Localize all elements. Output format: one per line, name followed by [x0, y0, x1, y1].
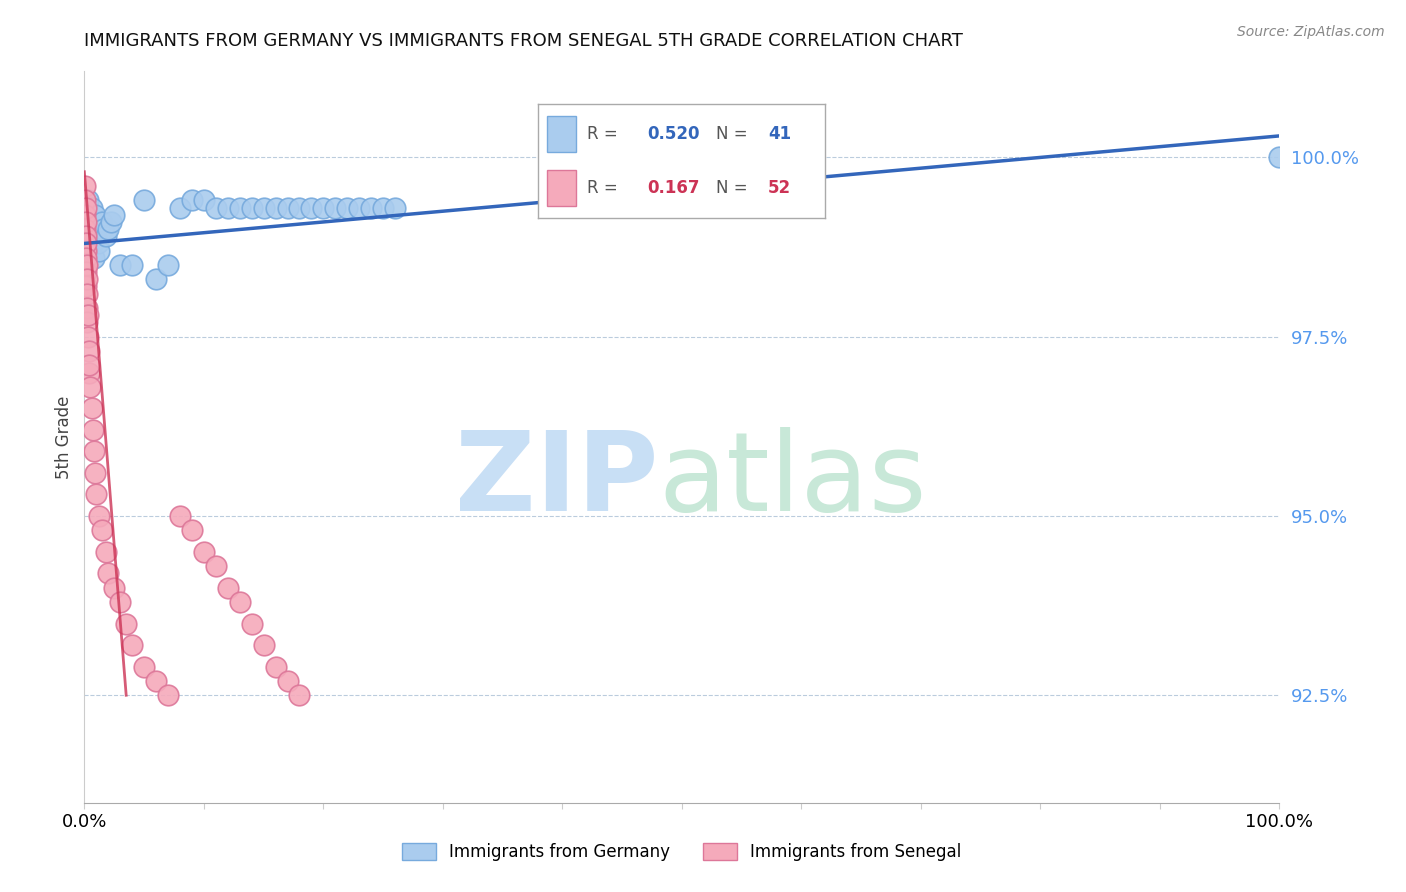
Text: IMMIGRANTS FROM GERMANY VS IMMIGRANTS FROM SENEGAL 5TH GRADE CORRELATION CHART: IMMIGRANTS FROM GERMANY VS IMMIGRANTS FR…	[84, 32, 963, 50]
Point	[384, 201, 406, 215]
Point	[205, 201, 228, 215]
Point	[325, 201, 347, 215]
Point	[110, 595, 132, 609]
Point	[86, 229, 108, 244]
Point	[97, 222, 120, 236]
Point	[76, 315, 98, 329]
Point	[132, 659, 156, 673]
Point	[288, 688, 311, 702]
Point	[77, 366, 100, 380]
Point	[217, 201, 239, 215]
Point	[73, 208, 96, 222]
Point	[103, 581, 125, 595]
Point	[75, 201, 97, 215]
Point	[277, 201, 299, 215]
Point	[145, 272, 167, 286]
Point	[121, 638, 143, 652]
Point	[121, 258, 143, 272]
Point	[193, 194, 215, 208]
Point	[75, 265, 97, 279]
Point	[193, 545, 215, 559]
Point	[229, 201, 252, 215]
Point	[77, 308, 100, 322]
Point	[83, 444, 105, 458]
Point	[1268, 150, 1291, 164]
Point	[77, 359, 100, 373]
Point	[253, 638, 276, 652]
Point	[79, 215, 101, 229]
Point	[94, 229, 117, 244]
Point	[75, 258, 97, 272]
Point	[110, 258, 132, 272]
Point	[77, 194, 100, 208]
Point	[76, 286, 98, 301]
Point	[77, 329, 100, 343]
Point	[82, 236, 104, 251]
Point	[132, 194, 156, 208]
Point	[169, 508, 191, 523]
Point	[312, 201, 335, 215]
Point	[373, 201, 395, 215]
Point	[181, 194, 204, 208]
Point	[73, 179, 96, 194]
Point	[336, 201, 359, 215]
Point	[103, 208, 125, 222]
Point	[75, 229, 97, 244]
Point	[264, 659, 287, 673]
Point	[264, 201, 287, 215]
Point	[229, 595, 252, 609]
Text: atlas: atlas	[658, 427, 927, 534]
Point	[75, 215, 97, 229]
Point	[790, 150, 813, 164]
Point	[97, 566, 120, 581]
Point	[91, 215, 114, 229]
Point	[349, 201, 371, 215]
Text: ZIP: ZIP	[454, 427, 658, 534]
Point	[181, 524, 204, 538]
Point	[76, 301, 98, 315]
Point	[75, 236, 97, 251]
Point	[84, 208, 107, 222]
Point	[157, 258, 180, 272]
Point	[82, 423, 104, 437]
Point	[240, 201, 263, 215]
Point	[84, 466, 107, 480]
Point	[75, 244, 97, 258]
Point	[94, 545, 117, 559]
Point	[73, 194, 96, 208]
Point	[79, 380, 101, 394]
Point	[80, 201, 103, 215]
Point	[87, 508, 110, 523]
Point	[86, 236, 108, 251]
Point	[87, 244, 110, 258]
Point	[76, 272, 98, 286]
Point	[80, 401, 103, 416]
Y-axis label: 5th Grade: 5th Grade	[55, 395, 73, 479]
Point	[157, 688, 180, 702]
Point	[83, 251, 105, 265]
Text: Source: ZipAtlas.com: Source: ZipAtlas.com	[1237, 25, 1385, 39]
Point	[76, 258, 98, 272]
Point	[86, 487, 108, 501]
Point	[277, 673, 299, 688]
Point	[205, 559, 228, 574]
Point	[75, 279, 97, 293]
Point	[73, 222, 96, 236]
Point	[240, 616, 263, 631]
Legend: Immigrants from Germany, Immigrants from Senegal: Immigrants from Germany, Immigrants from…	[395, 836, 969, 868]
Point	[91, 524, 114, 538]
Point	[169, 201, 191, 215]
Point	[115, 616, 138, 631]
Point	[77, 344, 100, 359]
Point	[288, 201, 311, 215]
Point	[217, 581, 239, 595]
Point	[253, 201, 276, 215]
Point	[75, 251, 97, 265]
Point	[145, 673, 167, 688]
Point	[93, 222, 115, 236]
Point	[301, 201, 323, 215]
Point	[73, 236, 96, 251]
Point	[360, 201, 382, 215]
Point	[100, 215, 122, 229]
